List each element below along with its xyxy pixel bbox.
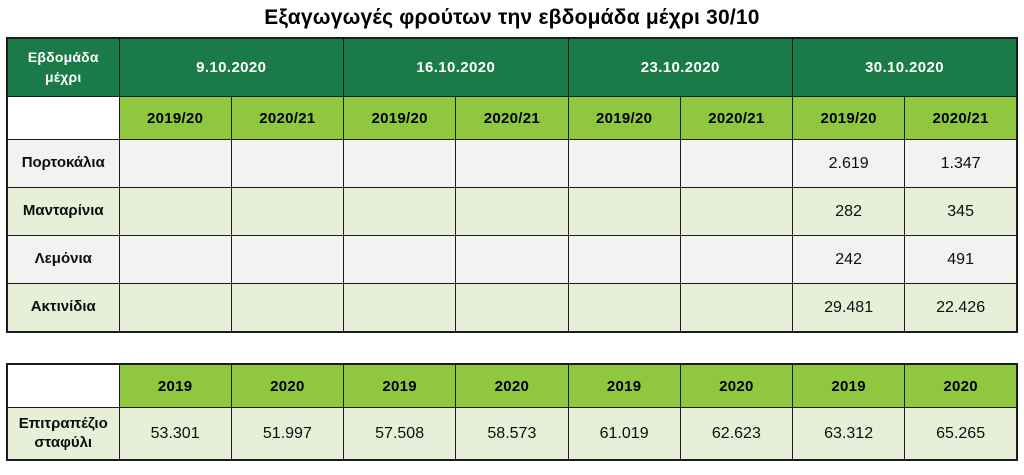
- table-header-row: Εβδομάδα μέχρι 9.10.2020 16.10.2020 23.1…: [6, 37, 1018, 97]
- row-label: Λεμόνια: [6, 235, 120, 284]
- value-cell: 29.481: [791, 283, 906, 333]
- value-cell: 53.301: [118, 407, 232, 461]
- value-cell: 22.426: [904, 283, 1018, 333]
- season-header: 2019/20: [118, 96, 232, 140]
- value-cell: 345: [904, 187, 1018, 236]
- value-cell: 63.312: [791, 407, 906, 461]
- value-cell: 2.619: [791, 139, 906, 188]
- row-label: Ακτινίδια: [6, 283, 120, 333]
- page: Εξαγωγωγές φρούτων την εβδομάδα μέχρι 30…: [6, 6, 1018, 461]
- value-cell: 57.508: [342, 407, 457, 461]
- value-cell: [118, 283, 232, 333]
- value-cell: [679, 187, 794, 236]
- value-cell: 58.573: [455, 407, 569, 461]
- value-cell: 491: [904, 235, 1018, 284]
- value-cell: [455, 283, 569, 333]
- value-cell: [342, 187, 457, 236]
- value-cell: [455, 187, 569, 236]
- year-header: 2019: [791, 363, 906, 408]
- row-label: Πορτοκάλια: [6, 139, 120, 188]
- year-header: 2019: [567, 363, 681, 408]
- value-cell: [118, 139, 232, 188]
- week-header-30-10-2020: 30.10.2020: [792, 37, 1018, 97]
- value-cell: [455, 139, 569, 188]
- value-cell: [230, 235, 345, 284]
- value-cell: [679, 235, 794, 284]
- value-cell: 51.997: [230, 407, 345, 461]
- year-header: 2020: [679, 363, 794, 408]
- value-cell: [679, 139, 794, 188]
- season-header-row: 2019/20 2020/21 2019/20 2020/21 2019/20 …: [6, 96, 1018, 140]
- season-header: 2020/21: [230, 96, 345, 140]
- season-header: 2019/20: [342, 96, 457, 140]
- value-cell: [455, 235, 569, 284]
- value-cell: 242: [791, 235, 906, 284]
- value-cell: [342, 283, 457, 333]
- table-row-kiwis: Ακτινίδια 29.481 22.426: [6, 283, 1018, 333]
- table-row-lemons: Λεμόνια 242 491: [6, 235, 1018, 284]
- corner-header-week-until: Εβδομάδα μέχρι: [6, 37, 120, 97]
- page-title: Εξαγωγωγές φρούτων την εβδομάδα μέχρι 30…: [264, 6, 760, 29]
- week-header-9-10-2020: 9.10.2020: [118, 37, 344, 97]
- value-cell: 1.347: [904, 139, 1018, 188]
- season-header: 2020/21: [679, 96, 794, 140]
- value-cell: [342, 235, 457, 284]
- value-cell: 282: [791, 187, 906, 236]
- weekly-fruit-exports-table: Εβδομάδα μέχρι 9.10.2020 16.10.2020 23.1…: [6, 37, 1018, 333]
- year-header: 2020: [904, 363, 1018, 408]
- value-cell: [118, 235, 232, 284]
- week-header-23-10-2020: 23.10.2020: [567, 37, 793, 97]
- value-cell: [567, 139, 681, 188]
- row-label: Μανταρίνια: [6, 187, 120, 236]
- blank-corner-cell: [6, 363, 120, 408]
- week-header-16-10-2020: 16.10.2020: [343, 37, 569, 97]
- year-header: 2019: [342, 363, 457, 408]
- year-header: 2020: [230, 363, 345, 408]
- row-label: Επιτραπέζιο σταφύλι: [6, 407, 120, 461]
- value-cell: [567, 283, 681, 333]
- value-cell: 62.623: [679, 407, 794, 461]
- table-row-mandarins: Μανταρίνια 282 345: [6, 187, 1018, 236]
- table-row-table-grapes: Επιτραπέζιο σταφύλι 53.301 51.997 57.508…: [6, 407, 1018, 461]
- season-header: 2020/21: [455, 96, 569, 140]
- value-cell: [230, 187, 345, 236]
- value-cell: [230, 139, 345, 188]
- value-cell: [567, 187, 681, 236]
- value-cell: [342, 139, 457, 188]
- year-header-row: 2019 2020 2019 2020 2019 2020 2019 2020: [6, 363, 1018, 408]
- year-header: 2020: [455, 363, 569, 408]
- season-header: 2019/20: [567, 96, 681, 140]
- value-cell: [118, 187, 232, 236]
- year-header: 2019: [118, 363, 232, 408]
- table-row-oranges: Πορτοκάλια 2.619 1.347: [6, 139, 1018, 188]
- value-cell: 61.019: [567, 407, 681, 461]
- table-grapes-table: 2019 2020 2019 2020 2019 2020 2019 2020 …: [6, 363, 1018, 461]
- season-header: 2019/20: [791, 96, 906, 140]
- value-cell: [230, 283, 345, 333]
- blank-corner-cell: [6, 96, 120, 140]
- value-cell: [679, 283, 794, 333]
- season-header: 2020/21: [904, 96, 1018, 140]
- value-cell: 65.265: [904, 407, 1018, 461]
- value-cell: [567, 235, 681, 284]
